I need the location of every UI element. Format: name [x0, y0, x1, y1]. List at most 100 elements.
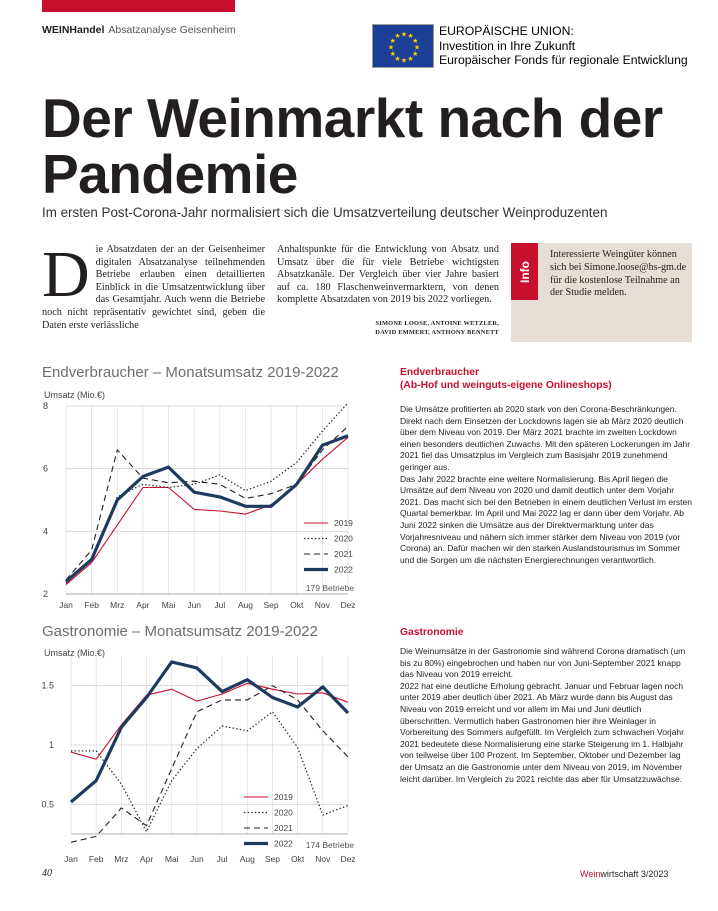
eu-flag-icon: ★ ★ ★ ★ ★ ★ ★ ★ ★ ★ ★ ★ — [372, 24, 434, 68]
kicker-brand: WEINHandel — [42, 24, 105, 36]
x-tick-label: Jun — [187, 600, 201, 610]
series-2022-line — [69, 660, 350, 804]
x-tick-label: Apr — [140, 854, 153, 864]
legend-label-2019: 2019 — [334, 518, 353, 528]
eu-star-11: ★ — [407, 32, 413, 40]
eu-star-2: ★ — [412, 50, 418, 58]
x-tick-label: Mai — [165, 854, 179, 864]
x-tick-label: Okt — [290, 600, 304, 610]
x-tick-label: Mrz — [110, 600, 124, 610]
x-tick-label: Dez — [340, 600, 355, 610]
eu-star-1: ★ — [414, 44, 420, 52]
info-tab-label: Info — [517, 260, 532, 283]
info-tab: Info — [511, 243, 538, 300]
y-tick-label: 2 — [43, 589, 48, 599]
legend-label-2020: 2020 — [274, 808, 293, 818]
x-tick-label: Jul — [217, 854, 228, 864]
section-gastronomie-body: Die Weinumsätze in der Gastronomie sind … — [400, 646, 693, 785]
series-2019-line — [70, 682, 349, 760]
chart1-title: Endverbraucher – Monatsumsatz 2019-2022 — [42, 364, 339, 381]
info-box — [511, 243, 692, 342]
chart-gastronomie: Umsatz (Mio.€) 0.5 1 1.5 Jan Feb Mrz Apr Mai Jun J… — [41, 648, 355, 864]
kicker: WEINHandel Absatzanalyse Geisenheim — [42, 24, 236, 36]
chart2-title: Gastronomie – Monatsumsatz 2019-2022 — [42, 623, 318, 640]
authors-line-1: SIMONE LOOSE, ANTOINE WETZLER, — [375, 320, 499, 327]
footer-brand: Weinwirtschaft 3/2023 — [580, 869, 668, 879]
eu-star-3: ★ — [407, 55, 413, 63]
legend-label-2021: 2021 — [274, 823, 293, 833]
x-tick-label: Dez — [340, 854, 355, 864]
series-2020-line — [71, 711, 349, 833]
eu-line-2: Investition in Ihre Zukunft — [439, 38, 576, 53]
y-tick-label: 4 — [43, 526, 48, 536]
drop-cap: D — [42, 238, 90, 311]
page-number: 40 — [42, 868, 52, 879]
section1-heading-2: (Ab-Hof und weinguts-eigene Onlineshops) — [400, 379, 612, 391]
chart-endverbraucher: Umsatz (Mio.€) 2 4 6 8 Jan Feb Mrz Apr Mai Jun Jul A… — [43, 390, 356, 610]
x-tick-label: Jul — [214, 600, 225, 610]
legend-label-2021: 2021 — [334, 549, 353, 559]
section-endverbraucher-body: Die Umsätze profitierten ab 2020 stark v… — [400, 404, 693, 566]
headline-line-2: Pandemie — [42, 143, 298, 205]
x-tick-label: Aug — [238, 600, 253, 610]
headline: Der Weinmarkt nach der Pandemie — [42, 90, 682, 202]
footer-brand-b: wirtschaft — [600, 869, 639, 879]
y-axis-label: Umsatz (Mio.€) — [44, 648, 105, 658]
section1-heading-1: Endverbraucher — [400, 367, 479, 378]
y-tick-label: 1.5 — [41, 681, 54, 691]
headline-line-1: Der Weinmarkt nach der — [42, 87, 663, 149]
section2-paragraph-2: 2022 hat eine deutliche Erholung gebrach… — [400, 680, 684, 784]
x-tick-label: Jan — [59, 600, 73, 610]
subheadline: Im ersten Post-Corona-Jahr normalisiert … — [42, 205, 608, 220]
section-gastronomie-heading: Gastronomie — [400, 627, 464, 638]
kicker-section: Absatzanalyse Geisenheim — [108, 24, 236, 36]
eu-star-12: ★ — [412, 37, 418, 45]
intro-column-2: Anhaltspunkte für die Entwicklung von Ab… — [277, 244, 499, 306]
y-tick-label: 6 — [43, 464, 48, 474]
chart-note: 179 Betriebe — [306, 583, 354, 593]
x-tick-label: Mai — [162, 600, 176, 610]
legend-label-2019: 2019 — [274, 792, 293, 802]
series-2022-line — [64, 434, 349, 583]
x-tick-label: Aug — [240, 854, 255, 864]
x-tick-label: Feb — [89, 854, 104, 864]
chart-note: 174 Betriebe — [306, 840, 354, 850]
eu-star-4: ★ — [401, 57, 407, 65]
y-axis-label: Umsatz (Mio.€) — [44, 390, 105, 400]
x-tick-label: Jan — [64, 854, 78, 864]
eu-line-3: Europäischer Fonds für regionale Entwick… — [439, 53, 688, 68]
eu-star-6: ★ — [390, 50, 396, 58]
section1-paragraph-1: Die Umsätze profitierten ab 2020 stark v… — [400, 404, 691, 472]
info-text: Interessierte Weingüter können sich bei … — [550, 249, 687, 299]
eu-star-9: ★ — [394, 32, 400, 40]
x-tick-label: Apr — [136, 600, 149, 610]
eu-star-5: ★ — [394, 55, 400, 63]
y-tick-label: 8 — [43, 401, 48, 411]
x-tick-label: Sep — [264, 600, 279, 610]
x-tick-label: Okt — [291, 854, 305, 864]
legend-label-2020: 2020 — [334, 534, 353, 544]
x-tick-label: Nov — [315, 854, 331, 864]
eu-line-1: EUROPÄISCHE UNION: — [439, 24, 574, 38]
intro-text-1: ie Absatzdaten der an der Geisenheimer d… — [42, 244, 265, 331]
legend-label-2022: 2022 — [274, 839, 293, 849]
series-2021-line — [65, 425, 349, 581]
footer-brand-a: Wein — [580, 869, 601, 879]
footer-issue: 3/2023 — [640, 869, 669, 879]
series-2021-line — [70, 685, 349, 843]
x-tick-label: Mrz — [114, 854, 128, 864]
x-tick-label: Sep — [265, 854, 280, 864]
section2-paragraph-1: Die Weinumsätze in der Gastronomie sind … — [400, 646, 686, 680]
legend-label-2022: 2022 — [334, 565, 353, 575]
y-tick-label: 1 — [49, 740, 54, 750]
eu-funding-text: EUROPÄISCHE UNION: Investition in Ihre Z… — [439, 24, 688, 68]
authors: SIMONE LOOSE, ANTOINE WETZLER, DAVID EMM… — [330, 319, 499, 337]
section1-paragraph-2: Das Jahr 2022 brachte eine weitere Norma… — [400, 473, 692, 565]
eu-star-10: ★ — [401, 31, 407, 39]
x-tick-label: Jun — [190, 854, 204, 864]
y-tick-label: 0.5 — [41, 799, 54, 809]
x-tick-label: Nov — [315, 600, 331, 610]
section-endverbraucher-heading: Endverbraucher (Ab-Hof und weinguts-eige… — [400, 367, 612, 392]
eu-funding-logo: ★ ★ ★ ★ ★ ★ ★ ★ ★ ★ ★ ★ EUROPÄISCHE UNION: Investit… — [372, 24, 690, 70]
